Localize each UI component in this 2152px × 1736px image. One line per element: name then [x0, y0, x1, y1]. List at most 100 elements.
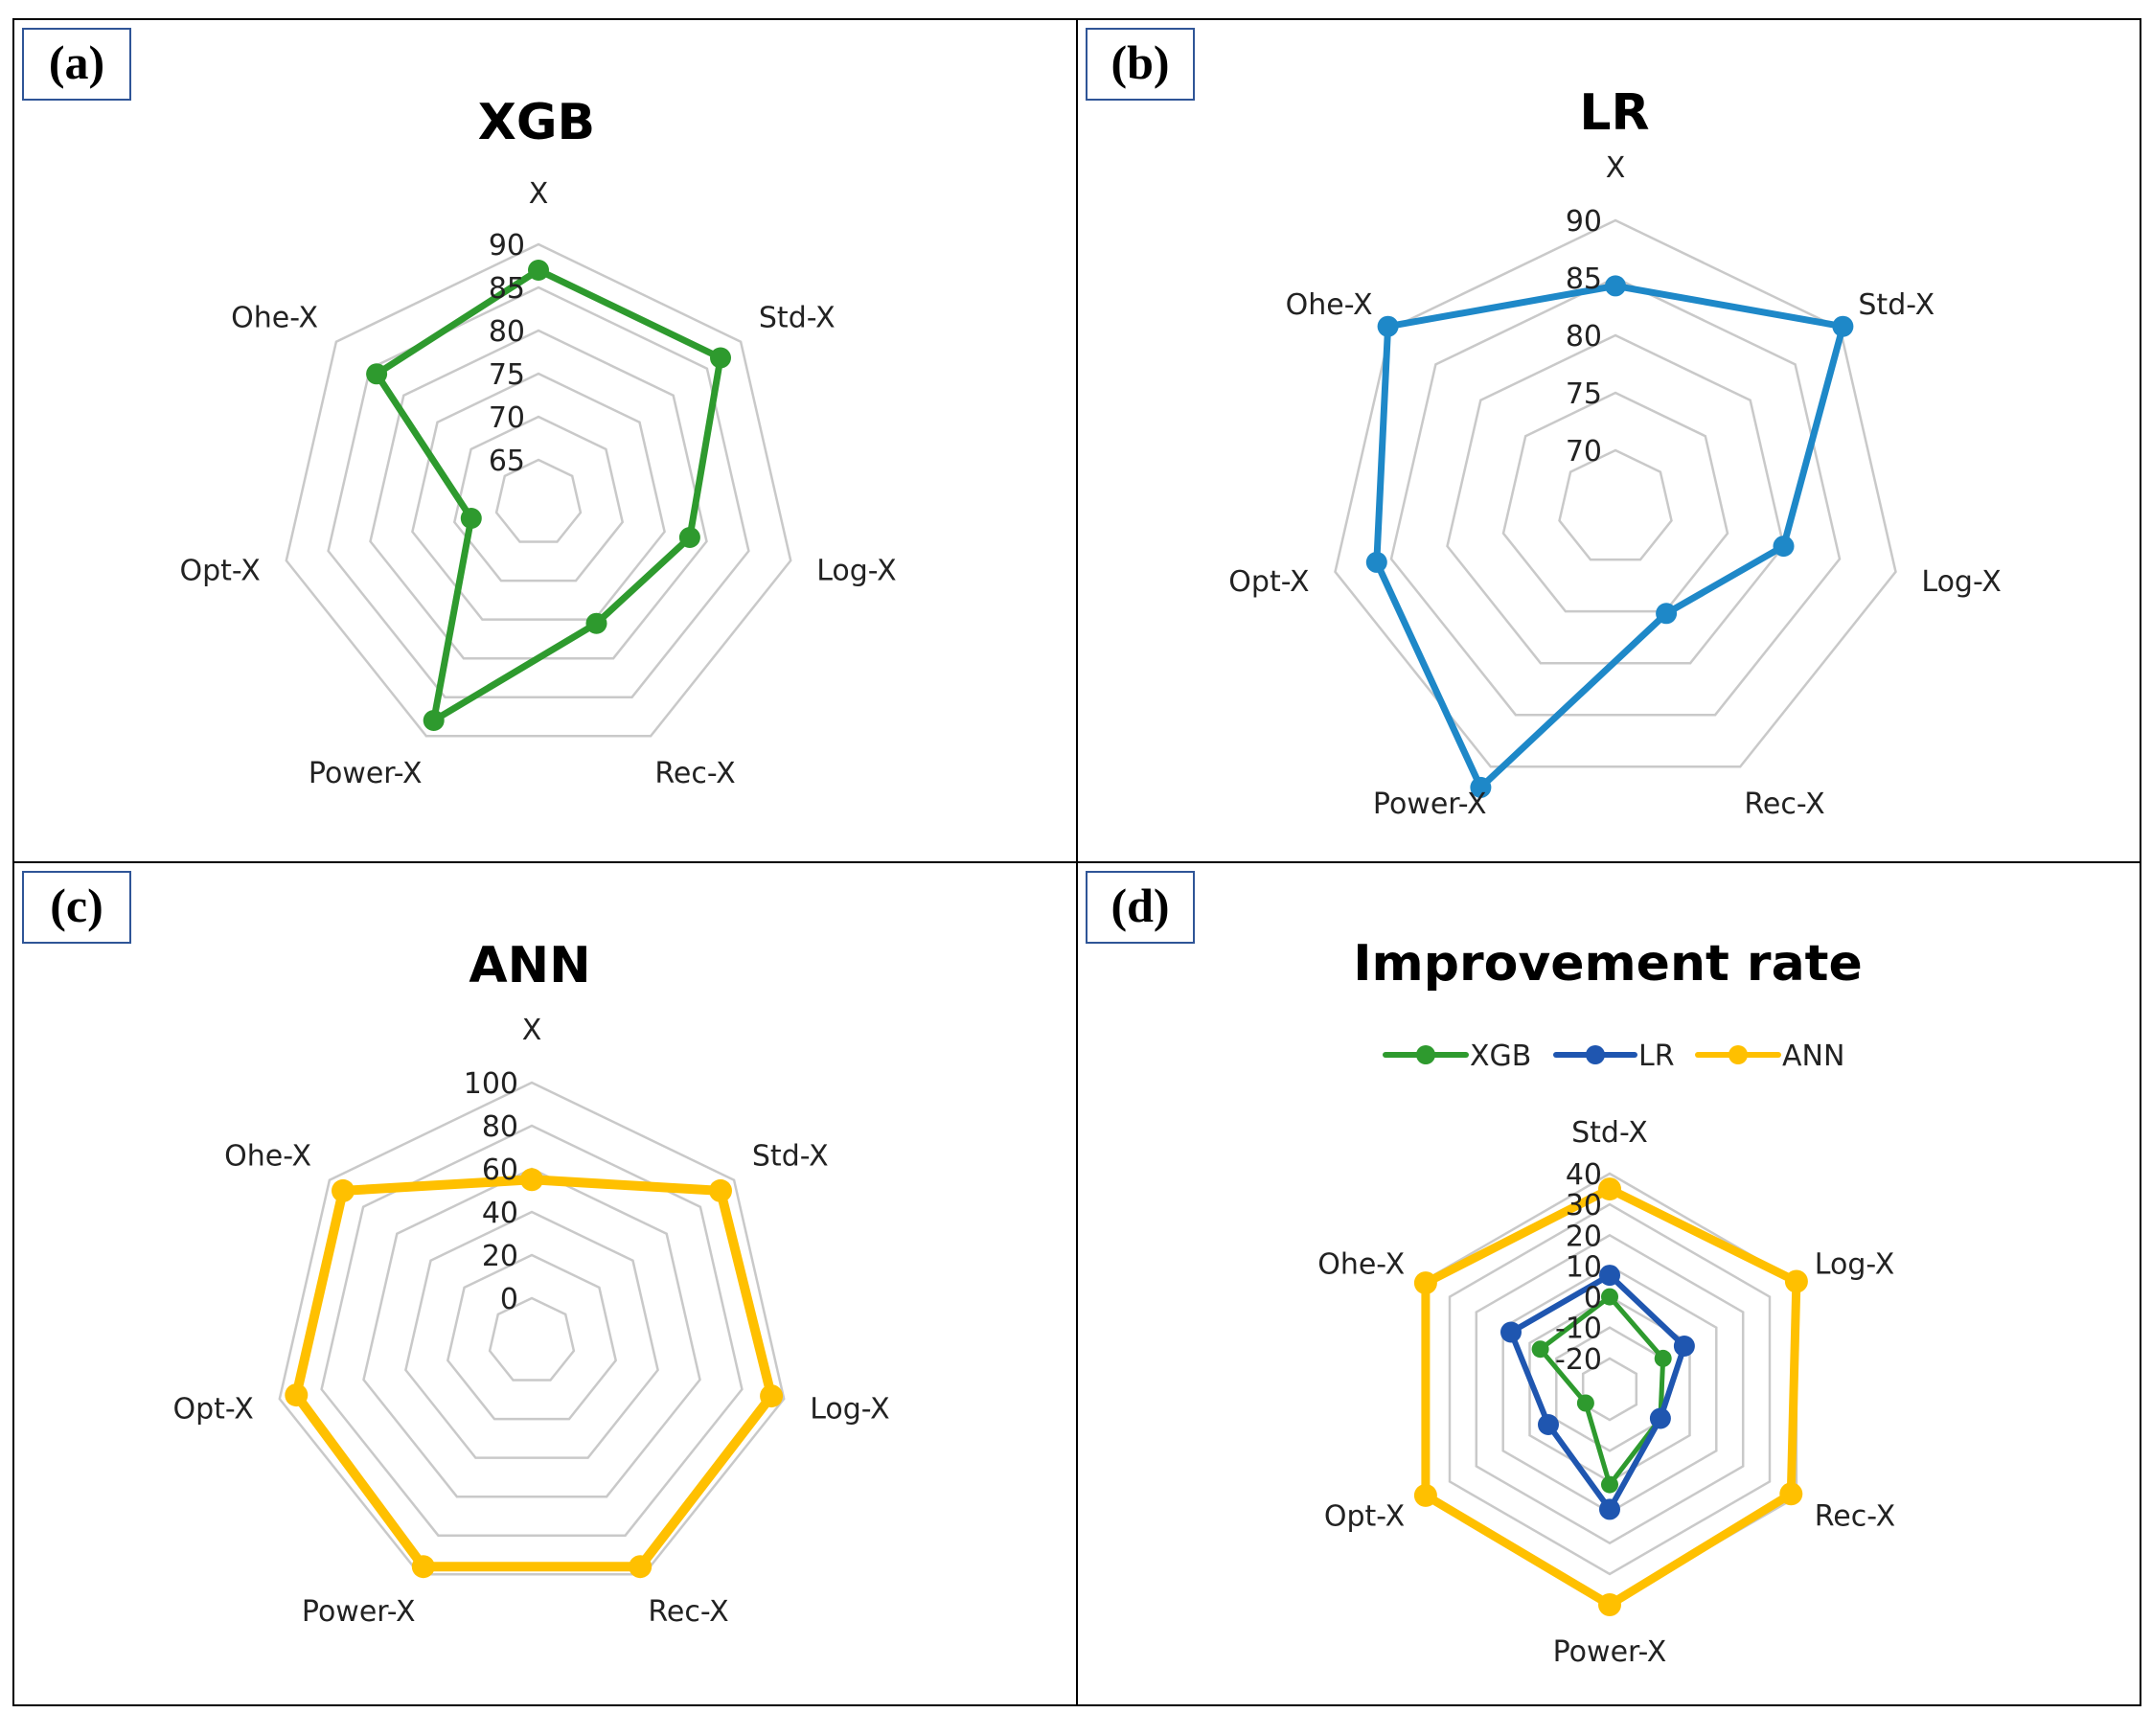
panel-a-label-box [22, 28, 131, 101]
axis-label-x: X [529, 177, 549, 211]
tick-label-65: 65 [489, 445, 525, 478]
data-point-xgb-log-x [678, 527, 700, 548]
chart-c-title: ANN [469, 937, 590, 994]
data-point-ann-ohe-x [1413, 1271, 1437, 1295]
data-point-xgb-opt-x [1576, 1394, 1594, 1412]
data-point-ann-log-x [760, 1384, 784, 1408]
legend: XGB LR ANN [1383, 1039, 1844, 1073]
data-point-ann-std-x [709, 1178, 732, 1202]
gridline-40 [404, 1210, 659, 1459]
chart-d-title: Improvement rate [1353, 935, 1863, 993]
tick-label-10: 10 [1566, 1250, 1602, 1284]
gridline-85 [327, 286, 750, 698]
data-point-ann-power-x [1598, 1593, 1621, 1616]
axis-label-x: X [522, 1014, 542, 1047]
data-point-ann-std-x [1598, 1177, 1621, 1201]
axis-label-opt-x: Opt-X [1324, 1500, 1405, 1534]
axis-label-ohe-x: Ohe-X [1317, 1248, 1405, 1282]
tick-label-85: 85 [489, 272, 525, 306]
gridline-60 [362, 1167, 701, 1498]
axis-label-power-x: Power-X [309, 757, 423, 790]
data-point-xgb-power-x [423, 710, 445, 731]
radar-chart-a: 65 70 75 80 85 90X Std-X Log-X Rec-X Power-X Opt-X… [179, 177, 896, 790]
axis-label-x: X [1606, 151, 1626, 185]
gridline-65 [494, 458, 583, 543]
legend-marker-xgb [1416, 1045, 1435, 1064]
data-point-ann-rec-x [1779, 1482, 1803, 1506]
data-point-lr-std-x [1832, 315, 1854, 337]
gridline-20 [446, 1253, 618, 1421]
axis-label-log-x: Log-X [1921, 565, 2001, 599]
gridline-100 [278, 1081, 786, 1576]
axis-label-ohe-x: Ohe-X [224, 1140, 311, 1174]
panel-d-frame [1076, 861, 2141, 1706]
tick-label-70: 70 [489, 401, 525, 435]
legend-marker-ann [1728, 1045, 1748, 1064]
axis-label-rec-x: Rec-X [654, 757, 735, 790]
axis-label-power-x: Power-X [1553, 1635, 1667, 1669]
data-point-lr-power-x [1599, 1498, 1620, 1520]
data-point-lr-rec-x [1649, 1407, 1671, 1429]
gridline-30 [1448, 1202, 1772, 1576]
tick-label-20: 20 [1566, 1220, 1602, 1253]
axis-label-std-x: Std-X [1571, 1116, 1648, 1150]
gridline-80 [320, 1124, 744, 1537]
data-point-ann-power-x [411, 1555, 435, 1579]
data-point-lr-power-x [1470, 776, 1492, 798]
data-point-lr-std-x [1599, 1265, 1620, 1287]
axis-label-ohe-x: Ohe-X [231, 302, 318, 335]
data-point-lr-log-x [1673, 1336, 1695, 1357]
axis-label-std-x: Std-X [1858, 288, 1935, 322]
axis-label-rec-x: Rec-X [1815, 1500, 1895, 1534]
axis-label-std-x: Std-X [752, 1140, 829, 1174]
data-point-xgb-ohe-x [1531, 1340, 1549, 1359]
axis-label-log-x: Log-X [816, 554, 896, 587]
data-point-xgb-power-x [1601, 1475, 1618, 1494]
gridline-85 [1389, 276, 1842, 717]
panel-c-label-box [22, 871, 131, 944]
axis-label-std-x: Std-X [759, 302, 836, 335]
data-point-ann-opt-x [1413, 1483, 1437, 1507]
gridline-90 [285, 242, 792, 738]
data-point-xgb-std-x [1601, 1288, 1618, 1306]
data-point-lr-opt-x [1365, 551, 1387, 573]
data-point-xgb-log-x [1654, 1349, 1672, 1367]
tick-label-75: 75 [489, 358, 525, 392]
tick-label-0: 0 [500, 1283, 518, 1316]
tick-label-75: 75 [1566, 377, 1602, 411]
legend-label-lr: LR [1638, 1039, 1675, 1073]
tick-label-60: 60 [482, 1154, 518, 1187]
axis-label-power-x: Power-X [1373, 788, 1487, 821]
tick-label-85: 85 [1566, 263, 1602, 296]
axis-label-opt-x: Opt-X [172, 1392, 253, 1426]
data-point-lr-x [1605, 275, 1626, 297]
axis-label-rec-x: Rec-X [648, 1595, 728, 1629]
panel-a-label: (a) [49, 35, 104, 89]
gridline-40 [1421, 1172, 1798, 1607]
series-line-xgb [373, 266, 724, 724]
tick-label-90: 90 [1566, 205, 1602, 239]
gridline-0 [488, 1296, 576, 1382]
legend-label-xgb: XGB [1470, 1039, 1531, 1073]
tick-label-0: 0 [1584, 1282, 1602, 1315]
gridline-minus-20 [1581, 1357, 1638, 1422]
data-point-ann-opt-x [285, 1383, 309, 1407]
data-point-lr-rec-x [1656, 603, 1678, 625]
panel-b-label-box [1086, 28, 1195, 101]
tick-label-70: 70 [1566, 435, 1602, 468]
data-point-xgb-x [528, 260, 549, 281]
tick-label-90: 90 [489, 229, 525, 263]
data-point-ann-ohe-x [332, 1178, 355, 1202]
data-point-lr-ohe-x [1377, 315, 1399, 337]
gridline-70 [1558, 448, 1673, 561]
data-point-xgb-rec-x [585, 612, 607, 634]
chart-a-title: XGB [478, 94, 595, 151]
axis-label-log-x: Log-X [810, 1392, 889, 1426]
series-line-lr [1373, 282, 1846, 791]
data-point-xgb-ohe-x [366, 363, 388, 385]
gridline-75 [1501, 391, 1729, 613]
data-point-xgb-opt-x [460, 508, 482, 529]
series-line-ann [291, 1175, 777, 1572]
